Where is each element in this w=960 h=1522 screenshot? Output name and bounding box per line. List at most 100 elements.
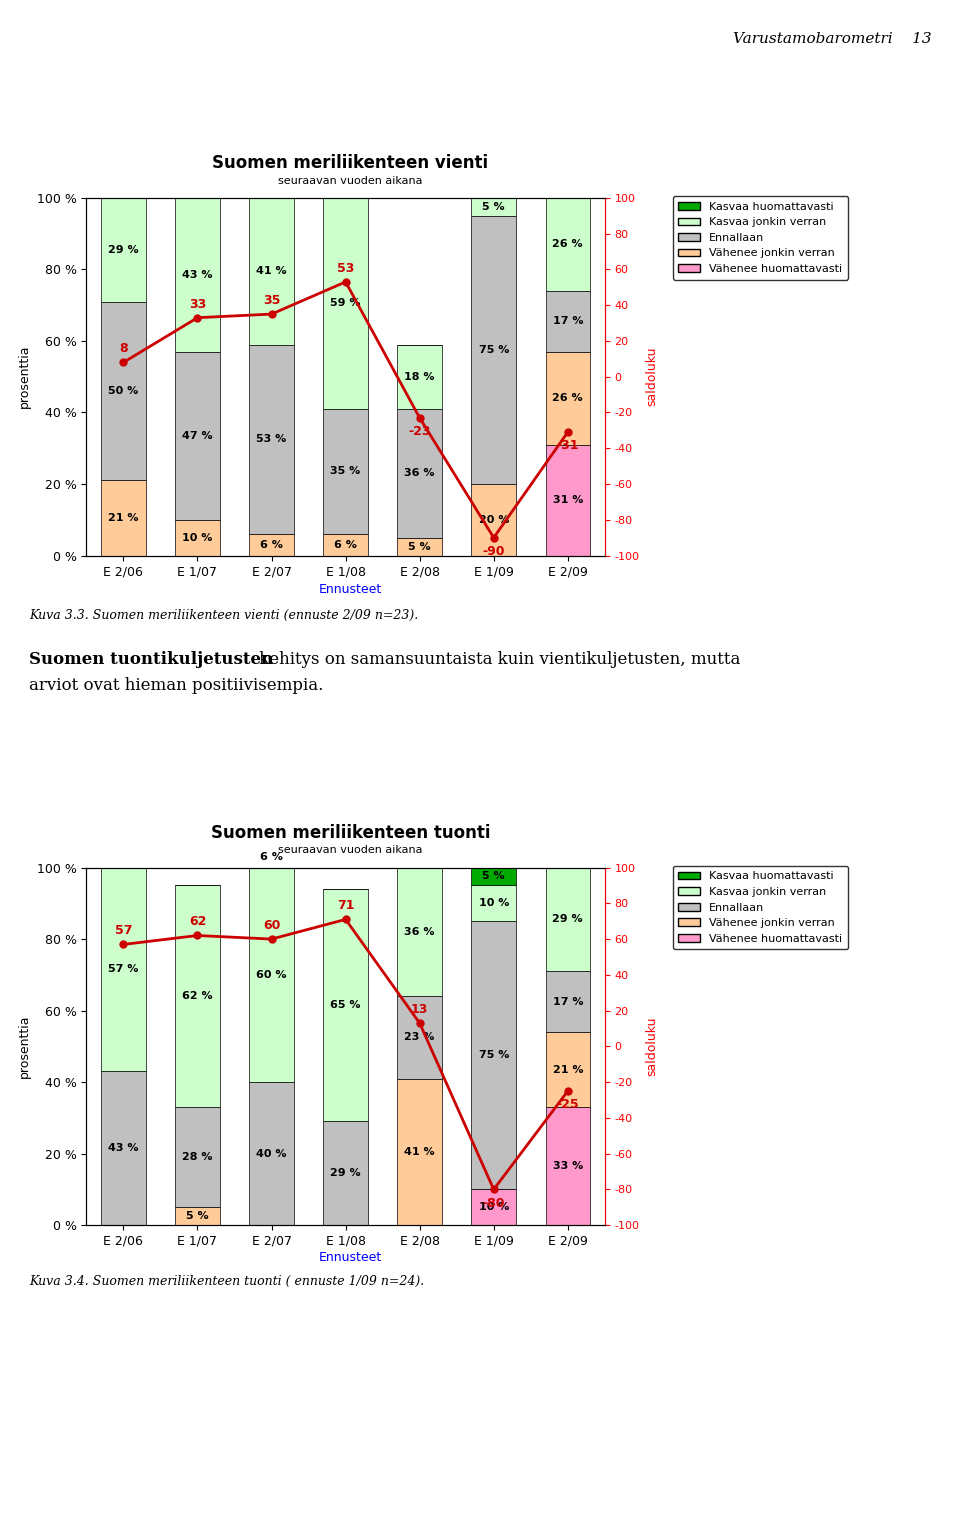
Text: 13: 13 xyxy=(411,1003,428,1017)
Text: 29 %: 29 % xyxy=(330,1169,361,1178)
Bar xyxy=(176,352,220,519)
Bar xyxy=(397,868,442,997)
Bar xyxy=(101,301,146,481)
Text: Suomen meriliikenteen tuonti: Suomen meriliikenteen tuonti xyxy=(210,823,491,842)
Text: Suomen meriliikenteen vienti: Suomen meriliikenteen vienti xyxy=(212,154,489,172)
Text: Kuva 3.4. Suomen meriliikenteen tuonti ( ennuste 1/09 n=24).: Kuva 3.4. Suomen meriliikenteen tuonti (… xyxy=(29,1275,424,1289)
Bar xyxy=(250,868,294,1082)
Text: 18 %: 18 % xyxy=(404,371,435,382)
Text: Varustamobarometri    13: Varustamobarometri 13 xyxy=(732,32,931,46)
Text: 21 %: 21 % xyxy=(108,513,138,524)
Bar xyxy=(101,198,146,301)
Bar xyxy=(176,1207,220,1225)
Text: 35 %: 35 % xyxy=(330,466,361,476)
Bar xyxy=(324,198,368,409)
Text: 33 %: 33 % xyxy=(553,1161,583,1172)
Text: 60 %: 60 % xyxy=(256,970,287,980)
Bar xyxy=(545,352,590,444)
Y-axis label: saldoluku: saldoluku xyxy=(645,347,658,406)
Bar xyxy=(176,519,220,556)
Bar xyxy=(101,1071,146,1225)
Bar xyxy=(397,409,442,537)
Text: 23 %: 23 % xyxy=(404,1032,435,1043)
Bar xyxy=(250,198,294,344)
Y-axis label: saldoluku: saldoluku xyxy=(645,1017,658,1076)
Text: -90: -90 xyxy=(483,545,505,557)
Y-axis label: prosenttia: prosenttia xyxy=(18,1015,32,1078)
Text: 35: 35 xyxy=(263,294,280,307)
Bar xyxy=(545,1032,590,1106)
Bar xyxy=(176,886,220,1106)
Text: 75 %: 75 % xyxy=(478,1050,509,1061)
Text: 41 %: 41 % xyxy=(404,1148,435,1157)
Bar xyxy=(471,216,516,484)
Text: 33: 33 xyxy=(189,297,206,310)
Text: 47 %: 47 % xyxy=(182,431,213,441)
Bar xyxy=(101,481,146,556)
Text: arviot ovat hieman positiivisempia.: arviot ovat hieman positiivisempia. xyxy=(29,677,324,694)
Text: 40 %: 40 % xyxy=(256,1149,287,1158)
Text: -23: -23 xyxy=(408,425,431,438)
Text: 36 %: 36 % xyxy=(404,927,435,938)
Bar xyxy=(176,1106,220,1207)
Bar xyxy=(545,444,590,556)
Bar xyxy=(471,921,516,1190)
Text: 26 %: 26 % xyxy=(552,393,583,403)
Text: Kuva 3.3. Suomen meriliikenteen vienti (ennuste 2/09 n=23).: Kuva 3.3. Suomen meriliikenteen vienti (… xyxy=(29,609,418,622)
Text: 17 %: 17 % xyxy=(553,997,583,1006)
Text: 59 %: 59 % xyxy=(330,298,361,309)
Bar xyxy=(324,534,368,556)
Text: Ennusteet: Ennusteet xyxy=(319,583,382,597)
Y-axis label: prosenttia: prosenttia xyxy=(18,345,32,408)
Text: 50 %: 50 % xyxy=(108,387,138,396)
Bar xyxy=(471,1190,516,1225)
Bar xyxy=(101,868,146,1071)
Legend: Kasvaa huomattavasti, Kasvaa jonkin verran, Ennallaan, Vähenee jonkin verran, Vä: Kasvaa huomattavasti, Kasvaa jonkin verr… xyxy=(673,196,848,280)
Bar xyxy=(250,1082,294,1225)
Text: -25: -25 xyxy=(557,1099,579,1111)
Text: 20 %: 20 % xyxy=(478,514,509,525)
Text: Ennusteet: Ennusteet xyxy=(319,1251,382,1265)
Bar xyxy=(397,997,442,1079)
Text: kehitys on samansuuntaista kuin vientikuljetusten, mutta: kehitys on samansuuntaista kuin vientiku… xyxy=(254,651,741,668)
Bar xyxy=(471,868,516,886)
Text: 75 %: 75 % xyxy=(478,345,509,355)
Text: 62 %: 62 % xyxy=(182,991,213,1001)
Text: 17 %: 17 % xyxy=(553,317,583,326)
Text: 10 %: 10 % xyxy=(182,533,213,543)
Text: 57 %: 57 % xyxy=(108,965,138,974)
Bar xyxy=(471,484,516,556)
Bar xyxy=(545,868,590,971)
Text: seuraavan vuoden aikana: seuraavan vuoden aikana xyxy=(278,845,422,855)
Bar xyxy=(250,846,294,868)
Text: -31: -31 xyxy=(557,440,579,452)
Text: 31 %: 31 % xyxy=(553,495,583,505)
Bar xyxy=(545,291,590,352)
Legend: Kasvaa huomattavasti, Kasvaa jonkin verran, Ennallaan, Vähenee jonkin verran, Vä: Kasvaa huomattavasti, Kasvaa jonkin verr… xyxy=(673,866,848,950)
Text: 53 %: 53 % xyxy=(256,434,287,444)
Text: 6 %: 6 % xyxy=(260,852,283,861)
Bar xyxy=(250,344,294,534)
Bar xyxy=(545,971,590,1032)
Text: 71: 71 xyxy=(337,900,354,912)
Text: 10 %: 10 % xyxy=(478,898,509,909)
Text: -80: -80 xyxy=(483,1196,505,1210)
Text: 5 %: 5 % xyxy=(408,542,431,551)
Text: 43 %: 43 % xyxy=(108,1143,138,1154)
Bar xyxy=(324,1122,368,1225)
Text: 10 %: 10 % xyxy=(478,1202,509,1213)
Bar xyxy=(397,1079,442,1225)
Text: 5 %: 5 % xyxy=(483,872,505,881)
Bar xyxy=(471,198,516,216)
Text: 29 %: 29 % xyxy=(552,915,583,924)
Text: 28 %: 28 % xyxy=(182,1152,213,1163)
Bar xyxy=(545,198,590,291)
Text: 6 %: 6 % xyxy=(334,540,357,549)
Text: 21 %: 21 % xyxy=(553,1064,583,1075)
Text: 57: 57 xyxy=(114,924,132,938)
Bar xyxy=(397,344,442,409)
Bar xyxy=(471,886,516,921)
Text: 6 %: 6 % xyxy=(260,540,283,549)
Text: 29 %: 29 % xyxy=(108,245,139,254)
Text: 41 %: 41 % xyxy=(256,266,287,275)
